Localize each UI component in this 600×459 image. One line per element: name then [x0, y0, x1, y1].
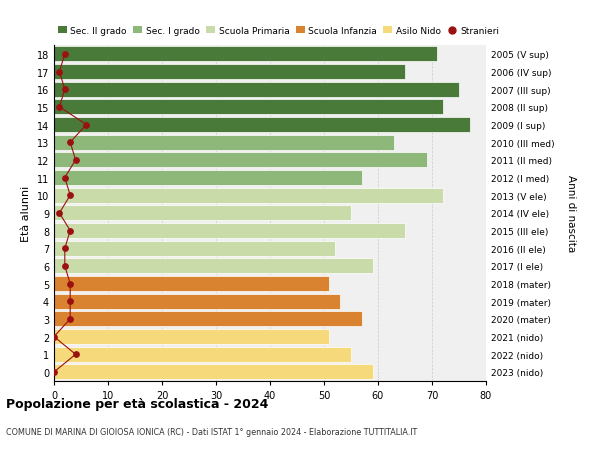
Bar [54, 153, 427, 168]
Legend: Sec. II grado, Sec. I grado, Scuola Primaria, Scuola Infanzia, Asilo Nido, Stran: Sec. II grado, Sec. I grado, Scuola Prim… [54, 23, 503, 39]
Point [71, 351, 80, 358]
Point [60, 174, 70, 182]
Point [65, 280, 75, 288]
Bar [54, 100, 443, 115]
Bar [54, 330, 329, 344]
Bar [54, 364, 373, 380]
Bar [54, 347, 351, 362]
Point [55, 69, 64, 76]
Point [60, 245, 70, 252]
Point [65, 139, 75, 146]
Bar [54, 224, 405, 239]
Bar [54, 241, 335, 256]
Point [65, 192, 75, 200]
Y-axis label: Età alunni: Età alunni [21, 185, 31, 241]
Bar [54, 171, 362, 185]
Bar [54, 135, 394, 151]
Bar [54, 188, 443, 203]
Point [49, 333, 59, 341]
Point [60, 263, 70, 270]
Bar [54, 47, 437, 62]
Bar [54, 312, 362, 327]
Text: COMUNE DI MARINA DI GIOIOSA IONICA (RC) - Dati ISTAT 1° gennaio 2024 - Elaborazi: COMUNE DI MARINA DI GIOIOSA IONICA (RC) … [6, 427, 417, 436]
Point [60, 86, 70, 94]
Bar [54, 65, 405, 80]
Bar [54, 118, 470, 133]
Bar [54, 294, 340, 309]
Point [55, 104, 64, 111]
Text: Popolazione per età scolastica - 2024: Popolazione per età scolastica - 2024 [6, 397, 268, 410]
Y-axis label: Anni di nascita: Anni di nascita [566, 175, 575, 252]
Point [65, 316, 75, 323]
Point [65, 298, 75, 305]
Bar [54, 206, 351, 221]
Point [82, 122, 91, 129]
Point [49, 369, 59, 376]
Point [60, 51, 70, 58]
Point [65, 227, 75, 235]
Point [71, 157, 80, 164]
Bar [54, 83, 459, 97]
Bar [54, 276, 329, 291]
Point [55, 210, 64, 217]
Bar [54, 259, 373, 274]
